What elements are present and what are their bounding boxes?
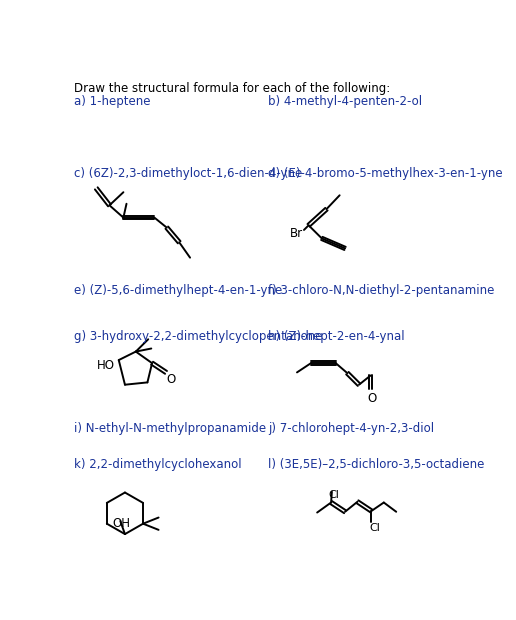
Text: O: O: [167, 373, 176, 386]
Text: c) (6Z)-2,3-dimethyloct-1,6-dien-4-yne: c) (6Z)-2,3-dimethyloct-1,6-dien-4-yne: [74, 167, 302, 180]
Text: a) 1-heptene: a) 1-heptene: [74, 95, 150, 108]
Text: e) (Z)-5,6-dimethylhept-4-en-1-yne: e) (Z)-5,6-dimethylhept-4-en-1-yne: [74, 284, 282, 297]
Text: b) 4-methyl-4-penten-2-ol: b) 4-methyl-4-penten-2-ol: [268, 95, 423, 108]
Text: Draw the structural formula for each of the following:: Draw the structural formula for each of …: [74, 82, 390, 95]
Text: OH: OH: [112, 517, 131, 530]
Text: g) 3-hydroxy-2,2-dimethylcyclopentanone: g) 3-hydroxy-2,2-dimethylcyclopentanone: [74, 330, 322, 343]
Text: Br: Br: [290, 227, 303, 240]
Text: f) 3-chloro-N,N-diethyl-2-pentanamine: f) 3-chloro-N,N-diethyl-2-pentanamine: [268, 284, 495, 297]
Text: j) 7-chlorohept-4-yn-2,3-diol: j) 7-chlorohept-4-yn-2,3-diol: [268, 422, 434, 435]
Text: HO: HO: [97, 358, 115, 371]
Text: O: O: [367, 392, 377, 405]
Text: Cl: Cl: [369, 523, 380, 533]
Text: i) N-ethyl-N-methylpropanamide: i) N-ethyl-N-methylpropanamide: [74, 422, 266, 435]
Text: k) 2,2-dimethylcyclohexanol: k) 2,2-dimethylcyclohexanol: [74, 458, 241, 471]
Text: Cl: Cl: [329, 490, 340, 500]
Text: l) (3E,5E)–2,5-dichloro-3,5-octadiene: l) (3E,5E)–2,5-dichloro-3,5-octadiene: [268, 458, 485, 471]
Text: d) (E)-4-bromo-5-methylhex-3-en-1-yne: d) (E)-4-bromo-5-methylhex-3-en-1-yne: [268, 167, 503, 180]
Text: h) (Z)-hept-2-en-4-ynal: h) (Z)-hept-2-en-4-ynal: [268, 330, 405, 343]
